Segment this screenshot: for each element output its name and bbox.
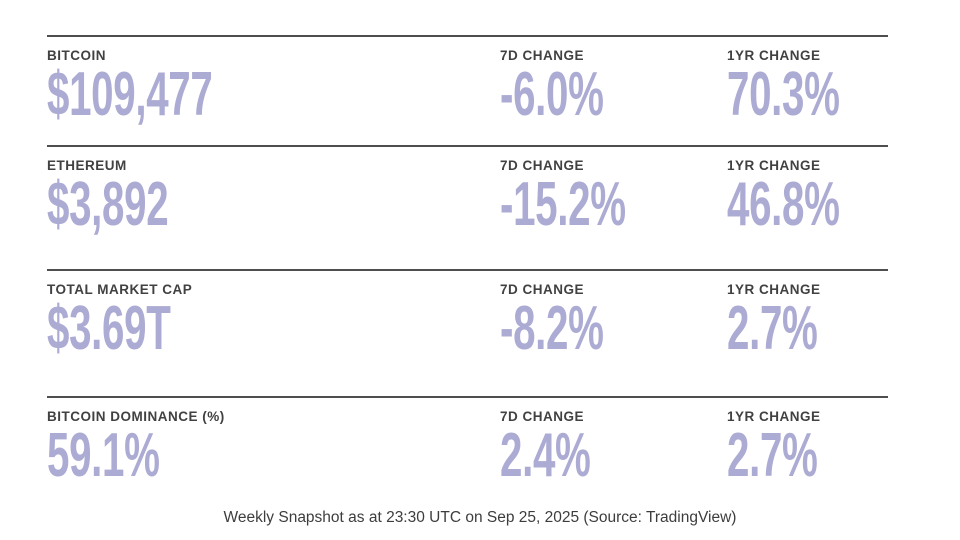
snapshot-footnote: Weekly Snapshot as at 23:30 UTC on Sep 2… [223, 509, 737, 526]
change-1yr-header: 1YR CHANGE [727, 282, 821, 297]
metric-price-value: $3,892 [47, 170, 169, 239]
metric-name-label: TOTAL MARKET CAP [47, 282, 193, 297]
metric-cell: BITCOIN DOMINANCE (%) 59.1% [47, 409, 500, 490]
metric-price-value: 59.1% [47, 421, 160, 490]
table-row-bitcoin: BITCOIN $109,477 7D CHANGE -6.0% 1YR CHA… [47, 35, 888, 145]
change-7d-value: -15.2% [500, 170, 626, 239]
table-row-total-market-cap: TOTAL MARKET CAP $3.69T 7D CHANGE -8.2% … [47, 269, 888, 396]
change-1yr-cell: 1YR CHANGE 46.8% [727, 158, 900, 269]
change-7d-value: 2.4% [500, 421, 591, 490]
metric-price-value: $109,477 [47, 60, 213, 129]
metric-price-value: $3.69T [47, 294, 171, 363]
change-1yr-cell: 1YR CHANGE 70.3% [727, 48, 900, 145]
metric-name-label: BITCOIN [47, 48, 106, 63]
change-7d-header: 7D CHANGE [500, 409, 585, 424]
change-7d-header: 7D CHANGE [500, 282, 585, 297]
metric-name-label: ETHEREUM [47, 158, 127, 173]
change-1yr-value: 2.7% [727, 294, 818, 363]
table-row-ethereum: ETHEREUM $3,892 7D CHANGE -15.2% 1YR CHA… [47, 145, 888, 269]
change-1yr-cell: 1YR CHANGE 2.7% [727, 409, 888, 490]
change-1yr-header: 1YR CHANGE [727, 158, 821, 173]
change-7d-value: -6.0% [500, 60, 604, 129]
change-7d-cell: 7D CHANGE 2.4% [500, 409, 727, 490]
change-1yr-value: 2.7% [727, 421, 818, 490]
change-1yr-header: 1YR CHANGE [727, 48, 821, 63]
change-7d-header: 7D CHANGE [500, 158, 585, 173]
change-1yr-value: 46.8% [727, 170, 840, 239]
change-1yr-value: 70.3% [727, 60, 840, 129]
change-7d-value: -8.2% [500, 294, 604, 363]
change-1yr-header: 1YR CHANGE [727, 409, 821, 424]
change-7d-header: 7D CHANGE [500, 48, 585, 63]
metric-cell: BITCOIN $109,477 [47, 48, 500, 145]
table-row-bitcoin-dominance: BITCOIN DOMINANCE (%) 59.1% 7D CHANGE 2.… [47, 396, 888, 490]
metric-cell: ETHEREUM $3,892 [47, 158, 500, 269]
metric-name-label: BITCOIN DOMINANCE (%) [47, 409, 225, 424]
change-7d-cell: 7D CHANGE -8.2% [500, 282, 727, 396]
snapshot-table: BITCOIN $109,477 7D CHANGE -6.0% 1YR CHA… [47, 35, 888, 490]
change-7d-cell: 7D CHANGE -6.0% [500, 48, 727, 145]
metric-cell: TOTAL MARKET CAP $3.69T [47, 282, 500, 396]
change-1yr-cell: 1YR CHANGE 2.7% [727, 282, 888, 396]
change-7d-cell: 7D CHANGE -15.2% [500, 158, 727, 269]
